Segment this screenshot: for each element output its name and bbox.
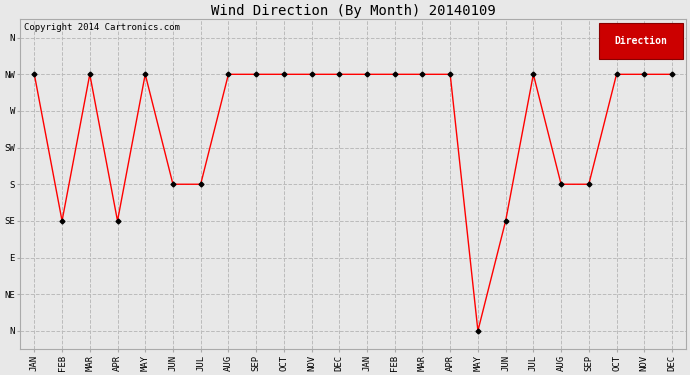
Text: Copyright 2014 Cartronics.com: Copyright 2014 Cartronics.com bbox=[23, 22, 179, 32]
Title: Wind Direction (By Month) 20140109: Wind Direction (By Month) 20140109 bbox=[210, 4, 495, 18]
Text: Direction: Direction bbox=[615, 36, 667, 46]
FancyBboxPatch shape bbox=[600, 22, 682, 59]
